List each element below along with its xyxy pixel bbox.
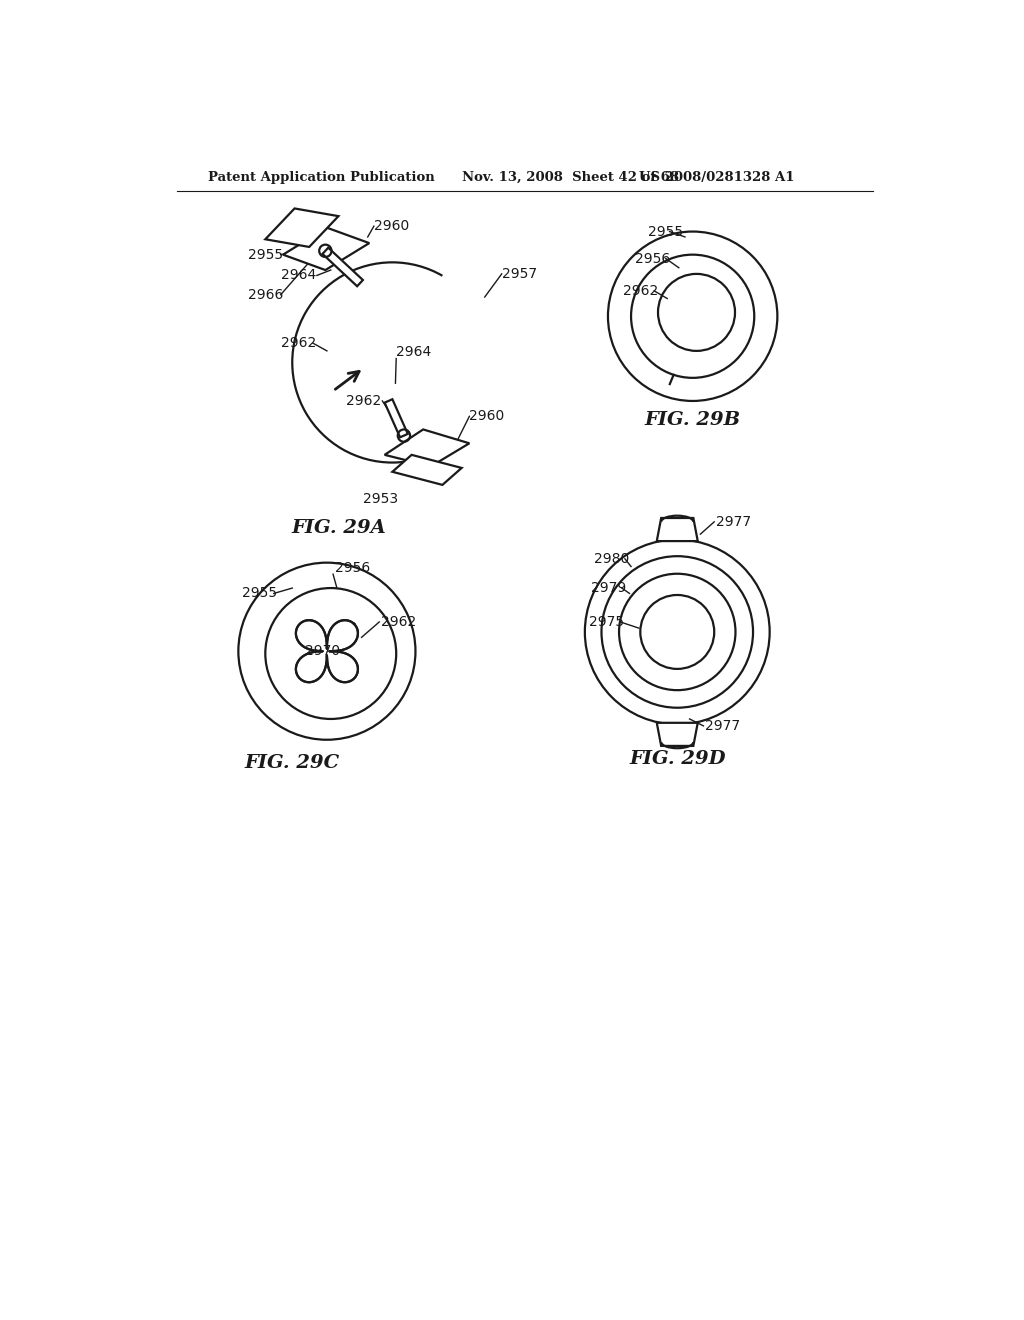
Text: 2956: 2956 (635, 252, 670, 265)
Text: US 2008/0281328 A1: US 2008/0281328 A1 (639, 172, 795, 185)
Polygon shape (265, 209, 339, 247)
Polygon shape (385, 399, 408, 437)
Text: 2970: 2970 (305, 644, 341, 659)
Text: Patent Application Publication: Patent Application Publication (208, 172, 434, 185)
Text: 2960: 2960 (469, 409, 505, 424)
Text: Nov. 13, 2008  Sheet 42 of 68: Nov. 13, 2008 Sheet 42 of 68 (462, 172, 679, 185)
Text: 2955: 2955 (248, 248, 283, 261)
Polygon shape (656, 517, 697, 541)
Polygon shape (323, 248, 362, 286)
Text: 2966: 2966 (248, 288, 283, 302)
Polygon shape (392, 455, 462, 484)
Text: 2980: 2980 (594, 552, 630, 566)
Text: 2956: 2956 (335, 561, 370, 576)
Text: FIG. 29C: FIG. 29C (245, 754, 340, 772)
Polygon shape (385, 429, 469, 466)
Text: 2977: 2977 (705, 719, 740, 733)
Text: 2962: 2962 (381, 615, 416, 628)
Text: 2977: 2977 (716, 515, 751, 529)
Text: FIG. 29A: FIG. 29A (291, 519, 386, 537)
Text: 2964: 2964 (281, 268, 316, 282)
Polygon shape (296, 620, 358, 682)
Text: 2953: 2953 (364, 492, 398, 506)
Text: 2962: 2962 (346, 393, 381, 408)
Text: 2979: 2979 (591, 581, 627, 595)
Text: 2962: 2962 (281, 337, 316, 350)
Text: 2975: 2975 (590, 615, 625, 628)
Text: 2960: 2960 (374, 219, 410, 234)
Text: 2957: 2957 (502, 267, 537, 281)
Text: FIG. 29D: FIG. 29D (629, 750, 726, 768)
Polygon shape (283, 227, 370, 271)
Text: 2955: 2955 (648, 224, 683, 239)
Text: 2962: 2962 (624, 284, 658, 298)
Polygon shape (656, 723, 697, 746)
Text: FIG. 29B: FIG. 29B (644, 412, 740, 429)
Text: 2955: 2955 (243, 586, 278, 601)
Text: 2964: 2964 (396, 346, 431, 359)
